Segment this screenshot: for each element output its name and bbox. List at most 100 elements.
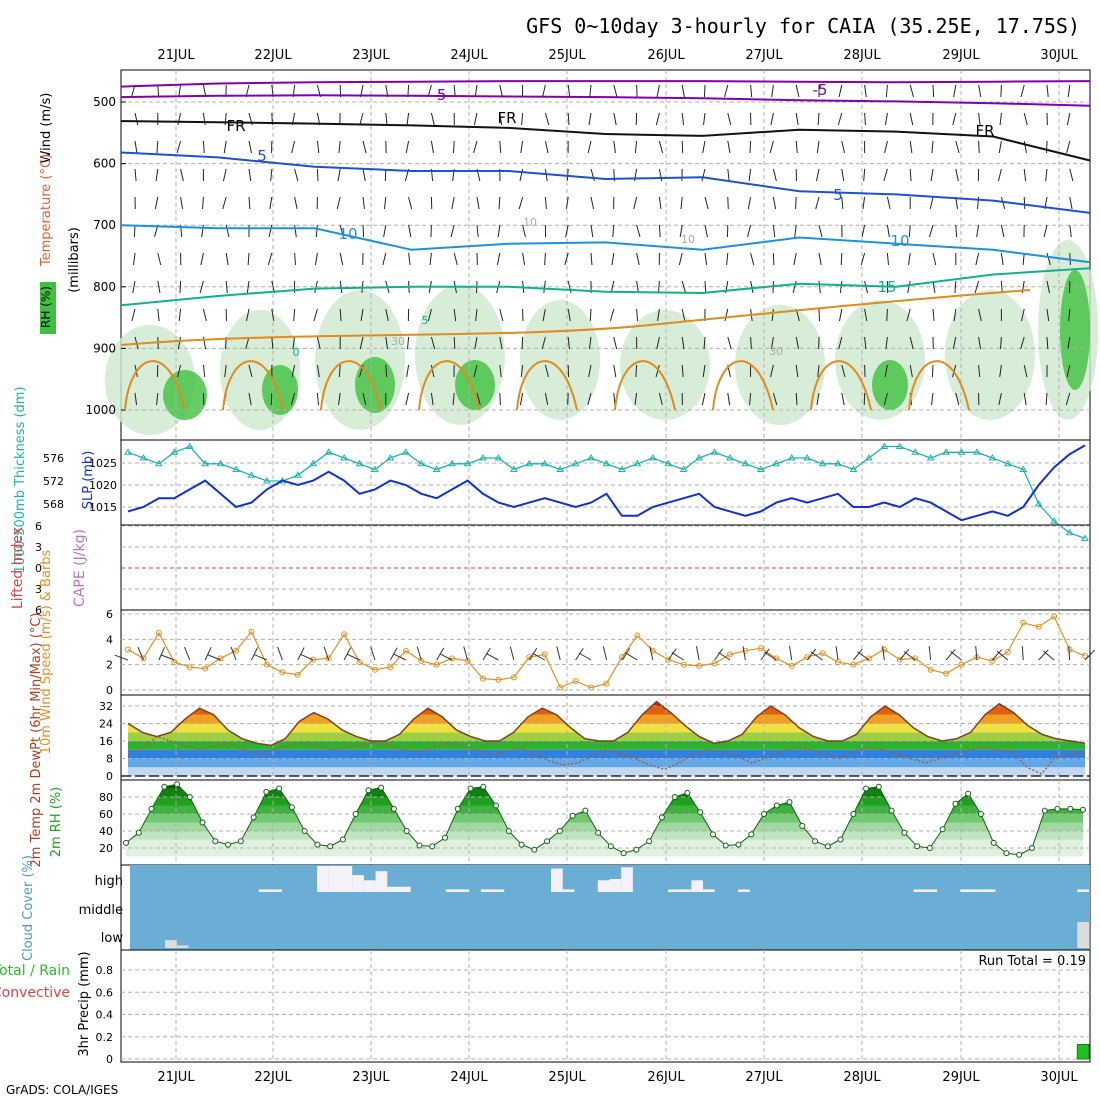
temp-band [128, 701, 1085, 706]
wind-barb [899, 648, 910, 661]
wind-barb [137, 646, 144, 661]
contour-label: 5 [422, 314, 429, 327]
rh-marker [301, 828, 308, 834]
wind-speed-marker [495, 676, 502, 683]
temp-contour [124, 360, 186, 411]
wind-barb [657, 280, 660, 294]
wind-barb [225, 280, 228, 294]
top-date-label: 27JUL [745, 48, 783, 63]
thickness-marker [139, 454, 148, 461]
rh-marker [633, 846, 640, 853]
temp-band [128, 741, 1085, 750]
wind-barb [769, 140, 774, 154]
y-tick-label: 900 [93, 341, 116, 355]
wind-barb [636, 224, 641, 238]
top-date-axis: 21JUL 22JUL 23JUL 24JUL 25JUL 26JUL 27JUL 28JUL… [157, 48, 1078, 63]
wind-barb [795, 336, 800, 350]
wind-barb [909, 112, 914, 126]
wind-speed-marker [263, 661, 270, 668]
wind-barb [727, 112, 732, 126]
wind-barb [316, 392, 319, 406]
wind-barb [816, 140, 820, 154]
wind-barb [975, 252, 980, 266]
wind-barb [294, 196, 298, 210]
wind-barb [950, 650, 962, 661]
high-cloud-bar [363, 880, 376, 892]
wind-barb [316, 336, 321, 350]
contour-label: FR [226, 117, 245, 135]
wind-barb [315, 224, 318, 238]
rh-marker [123, 839, 129, 846]
wind-barb [177, 112, 182, 126]
wind-barb [248, 392, 252, 406]
y-tick-label: 600 [93, 157, 116, 171]
high-cloud-bar [679, 889, 692, 892]
wind-barb [929, 224, 934, 238]
wind-barb [406, 364, 410, 378]
thickness-marker [401, 448, 410, 455]
wind-barb [795, 196, 797, 210]
wind-speed-marker [649, 647, 656, 654]
rh-marker [531, 846, 538, 853]
wind-speed-marker [155, 630, 162, 636]
wind-barb [245, 336, 250, 350]
rh-marker [926, 845, 933, 851]
thickness-marker [710, 448, 719, 455]
wind-barb [764, 651, 777, 661]
wind-barb [750, 280, 754, 294]
wind-barb [886, 224, 890, 238]
wind-barb [362, 140, 367, 154]
low-cloud-bar [1077, 922, 1089, 948]
rh-marker [148, 805, 155, 812]
high-cloud-bar [398, 886, 411, 892]
wind-speed-marker [850, 661, 857, 668]
rh-marker [288, 804, 295, 811]
high-cloud-bar [621, 867, 633, 892]
wind-barb [200, 252, 204, 266]
thickness-marker [1050, 517, 1059, 524]
wind-barb [998, 392, 1002, 406]
wind-barb [587, 140, 592, 154]
wind-barb [565, 196, 569, 210]
wind-barb [522, 252, 526, 266]
contour-label: 0 [293, 346, 300, 359]
wind-barb [883, 392, 888, 406]
cloud-level-label: middle [79, 903, 123, 918]
wind-barb [1046, 252, 1051, 266]
wind-barb [816, 392, 820, 406]
wind-barb [633, 196, 638, 210]
wind-barb [544, 252, 546, 266]
wind-barb [999, 112, 1002, 126]
wind-barb [520, 364, 524, 378]
wind-barb [543, 280, 546, 294]
wind-barb [955, 392, 960, 406]
rh-tick: 80 [99, 791, 113, 804]
wind-barb [248, 364, 253, 378]
wind-barb [1084, 649, 1096, 661]
contour-label: 5 [257, 147, 267, 165]
contour-label: -5 [432, 86, 447, 104]
high-cloud-bar [562, 889, 575, 892]
wind-barb [297, 647, 305, 661]
high-cloud-bar [328, 866, 341, 892]
rh-marker [748, 831, 755, 838]
wind-barb [772, 392, 778, 406]
temp-band [128, 732, 1085, 741]
rh-marker [493, 802, 500, 809]
thickness-marker [926, 454, 935, 461]
wind-barb [339, 280, 343, 294]
rain-legend-label: Total / Rain [0, 963, 70, 979]
wind-barb [909, 84, 914, 98]
wind-barb [405, 140, 410, 154]
wind-barb [839, 308, 843, 322]
top-date-label: 26JUL [647, 48, 685, 63]
thickness-marker [525, 459, 534, 467]
wind-barb [864, 280, 869, 294]
wind-barb [906, 308, 911, 322]
wind-barb [1038, 649, 1049, 661]
rh-legend-swatch [40, 282, 56, 334]
wind-barb [269, 196, 273, 210]
wind-barb [430, 364, 435, 378]
wind-barb [1022, 252, 1025, 266]
high-cloud-bar [387, 886, 399, 892]
